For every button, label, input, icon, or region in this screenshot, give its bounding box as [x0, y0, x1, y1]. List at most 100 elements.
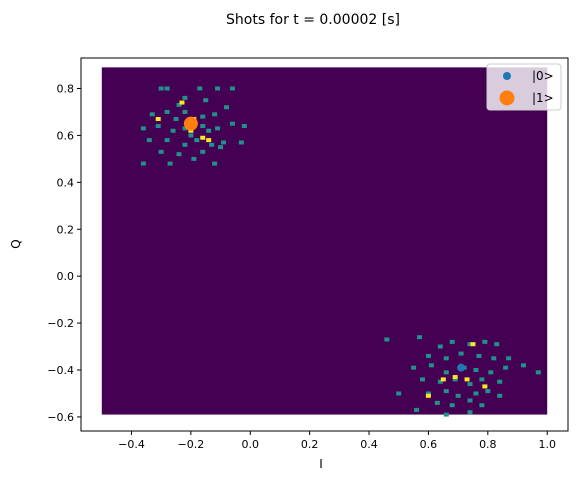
series-0-marker — [457, 363, 466, 372]
cluster-1-low-point — [467, 410, 473, 415]
cluster-1-low-point — [485, 389, 491, 394]
cluster-1-low-point — [535, 370, 541, 375]
x-tick-label: 0.4 — [360, 438, 378, 451]
cluster-0-low-point — [140, 161, 146, 166]
cluster-1-low-point — [473, 391, 479, 396]
cluster-1-low-point — [452, 377, 458, 382]
cluster-0-low-point — [229, 121, 235, 126]
cluster-0-low-point — [167, 161, 173, 166]
cluster-1-low-point — [437, 344, 443, 349]
cluster-1-low-point — [497, 393, 503, 398]
cluster-0-low-point — [212, 112, 218, 117]
x-axis-ticks: −0.4 −0.2 0.0 0.2 0.4 0.6 0.8 1.0 — [118, 431, 556, 451]
y-tick-label: −0.4 — [47, 364, 74, 377]
cluster-1-high-point — [470, 342, 476, 347]
cluster-1-high-point — [425, 393, 431, 398]
cluster-0-high-point — [188, 128, 194, 133]
cluster-0-low-point — [209, 142, 215, 147]
cluster-1-low-point — [467, 342, 473, 347]
cluster-0-low-point — [173, 116, 179, 121]
cluster-0-low-point — [241, 124, 247, 129]
cluster-1-low-point — [473, 368, 479, 373]
cluster-1-low-point — [458, 351, 464, 356]
cluster-1-low-point — [411, 365, 417, 370]
cluster-0-low-point — [221, 140, 227, 145]
cluster-0-low-point — [182, 109, 188, 114]
cluster-0-low-point — [182, 95, 188, 100]
cluster-1-low-point — [437, 379, 443, 384]
y-tick-label: 0.8 — [57, 82, 75, 95]
y-axis-label: Q — [9, 239, 23, 248]
chart-title: Shots for t = 0.00002 [s] — [226, 12, 400, 28]
x-tick-label: 0.6 — [420, 438, 438, 451]
cluster-0-low-point — [155, 124, 161, 129]
y-tick-label: 0.4 — [57, 176, 75, 189]
cluster-1-low-point — [414, 407, 420, 412]
legend-marker-1 — [499, 90, 515, 106]
cluster-1-low-point — [479, 403, 485, 408]
cluster-1-low-point — [425, 391, 431, 396]
cluster-0-low-point — [212, 161, 218, 166]
cluster-0-high-point — [179, 100, 185, 105]
cluster-1-high-point — [464, 377, 470, 382]
cluster-1-low-point — [443, 356, 449, 361]
cluster-1-low-point — [455, 393, 461, 398]
cluster-1-low-point — [482, 339, 488, 344]
cluster-1-low-point — [384, 337, 390, 342]
cluster-1-low-point — [443, 370, 449, 375]
cluster-1-low-point — [491, 356, 497, 361]
x-tick-label: −0.4 — [118, 438, 145, 451]
cluster-0-low-point — [238, 140, 244, 145]
cluster-1-low-point — [396, 391, 402, 396]
y-tick-label: 0.6 — [57, 129, 75, 142]
plot-frame — [80, 57, 569, 432]
scatter-layer — [140, 86, 541, 417]
cluster-0-low-point — [182, 126, 188, 131]
cluster-0-low-point — [176, 152, 182, 157]
cluster-1-low-point — [467, 382, 473, 387]
cluster-0-low-point — [164, 138, 170, 143]
x-tick-label: 0.8 — [479, 438, 497, 451]
cluster-0-low-point — [158, 86, 164, 91]
x-tick-label: 0.0 — [242, 438, 260, 451]
cluster-0-low-point — [182, 142, 188, 147]
cluster-1-low-point — [488, 370, 494, 375]
cluster-0-low-point — [149, 112, 155, 117]
cluster-1-low-point — [443, 389, 449, 394]
y-tick-label: 0.2 — [57, 223, 75, 236]
y-axis-ticks: −0.6 −0.4 −0.2 0.0 0.2 0.4 0.6 0.8 — [47, 82, 81, 424]
cluster-1-low-point — [425, 353, 431, 358]
cluster-0-low-point — [224, 105, 230, 110]
y-tick-label: 0.0 — [57, 270, 75, 283]
legend-label-1: |1> — [532, 91, 554, 105]
cluster-0-low-point — [164, 109, 170, 114]
cluster-0-low-point — [191, 156, 197, 161]
cluster-0-low-point — [203, 98, 209, 103]
hexbin-background — [101, 67, 548, 415]
cluster-1-high-point — [482, 384, 488, 389]
cluster-1-low-point — [449, 403, 455, 408]
cluster-1-low-point — [434, 400, 440, 405]
cluster-0-low-point — [140, 126, 146, 131]
cluster-1-low-point — [449, 339, 455, 344]
cluster-0-low-point — [158, 149, 164, 154]
cluster-1-low-point — [417, 335, 423, 340]
cluster-1-low-point — [520, 363, 526, 368]
plot-content — [101, 67, 548, 417]
cluster-0-low-point — [215, 86, 221, 91]
series-layer — [183, 116, 466, 372]
legend-label-0: |0> — [532, 69, 554, 83]
cluster-0-low-point — [229, 86, 235, 91]
cluster-0-low-point — [200, 149, 206, 154]
cluster-0-low-point — [200, 114, 206, 119]
cluster-0-low-point — [215, 126, 221, 131]
legend-marker-0 — [503, 72, 511, 80]
cluster-0-low-point — [188, 133, 194, 138]
legend: |0> |1> — [486, 63, 562, 111]
cluster-1-low-point — [476, 353, 482, 358]
cluster-0-low-point — [164, 86, 170, 91]
cluster-0-low-point — [197, 86, 203, 91]
cluster-0-high-point — [206, 138, 212, 143]
x-tick-label: −0.2 — [178, 438, 205, 451]
cluster-0-low-point — [176, 102, 182, 107]
